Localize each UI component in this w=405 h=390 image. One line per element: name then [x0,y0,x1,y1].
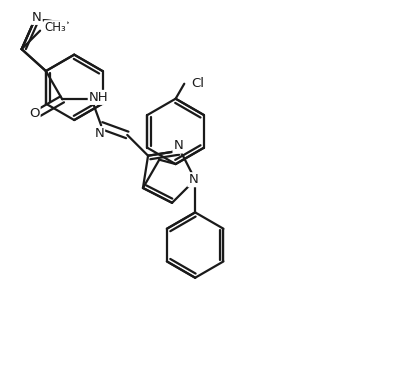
Text: N: N [173,140,183,152]
Text: CH₃: CH₃ [45,21,66,34]
Text: NH: NH [89,91,108,104]
Text: Cl: Cl [191,77,204,90]
Text: O: O [29,107,40,120]
Text: N: N [188,173,198,186]
Text: N: N [94,128,104,140]
Text: N: N [32,11,42,24]
